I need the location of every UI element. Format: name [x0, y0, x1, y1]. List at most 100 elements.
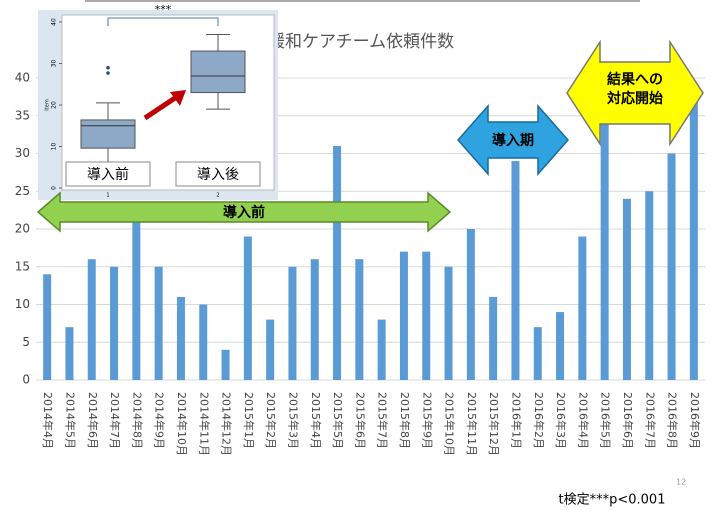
x-tick-label: 2016年7月: [643, 392, 657, 449]
significance-bracket: [107, 17, 219, 26]
bar: [87, 259, 96, 380]
y-tick-label: 25: [15, 184, 30, 198]
x-tick-label: 2015年4月: [309, 392, 323, 449]
y-tick-label: 15: [15, 259, 30, 273]
x-tick-label: 2015年9月: [420, 392, 434, 449]
bar: [399, 251, 408, 380]
bar: [511, 161, 520, 380]
bar: [243, 236, 252, 380]
x-tick-label: 2014年7月: [108, 392, 122, 449]
x-tick-label: 2016年5月: [599, 392, 613, 449]
group-label-box: [65, 161, 151, 187]
x-tick-label: 1: [106, 193, 109, 199]
bar: [622, 198, 631, 380]
x-tick-label: 2014年6月: [86, 392, 100, 449]
y-tick-label: 35: [15, 108, 30, 122]
y-tick-label: 30: [15, 146, 30, 160]
bar: [444, 266, 453, 380]
bar: [310, 259, 319, 380]
box: [190, 50, 246, 94]
x-tick-label: 2015年11月: [465, 392, 479, 456]
y-tick-label: 40: [15, 71, 30, 85]
x-tick-label: 2014年11月: [197, 392, 211, 456]
y-tick-label: 10: [15, 297, 30, 311]
bar: [176, 296, 185, 380]
footnote: t検定***p<0.001: [559, 493, 666, 508]
x-tick-label: 2015年1月: [242, 392, 256, 449]
bar: [288, 266, 297, 380]
annotation: 導入前: [223, 204, 265, 221]
bar: [645, 191, 654, 380]
annotation: 導入期: [492, 132, 534, 149]
bar: [199, 304, 208, 380]
bar: [65, 327, 74, 380]
bar: [689, 93, 698, 380]
annotation: 結果への: [607, 71, 663, 88]
chart-title: 緩和ケアチーム依頼件数: [268, 32, 454, 52]
x-tick-label: 2015年5月: [331, 392, 345, 449]
bar: [266, 319, 275, 380]
group-label-box: [175, 161, 261, 187]
x-tick-label: 2015年12月: [487, 392, 501, 456]
bar: [667, 153, 676, 380]
x-tick-label: 2016年4月: [576, 392, 590, 449]
y-tick-label: 5: [22, 335, 30, 349]
x-tick-label: 2014年10月: [175, 392, 189, 456]
outlier: [106, 71, 110, 75]
x-tick-label: 2015年7月: [376, 392, 390, 449]
x-tick-label: 2016年3月: [554, 392, 568, 449]
bar: [132, 213, 141, 380]
x-tick-label: 2015年8月: [398, 392, 412, 449]
inset-boxplot: 0 10 20 30 40 Item 1 導入前 2 導入後 ***: [38, 3, 278, 200]
outlier: [106, 65, 110, 70]
x-tick-label: 2016年2月: [532, 392, 546, 449]
bar: [43, 274, 52, 380]
x-tick-label: 2016年8月: [666, 392, 680, 449]
bar: [489, 296, 498, 380]
x-tick-label: 2014年8月: [130, 392, 144, 449]
group-label: 導入後: [197, 167, 239, 183]
bar: [578, 236, 587, 380]
group-label: 導入前: [87, 166, 129, 183]
page-number: 12: [676, 478, 686, 487]
y-tick-label: 10: [51, 143, 58, 151]
bar: [333, 145, 342, 380]
significance-label: ***: [155, 3, 172, 16]
arrow-pre: [36, 191, 452, 233]
arrow-intro: [456, 104, 570, 176]
y-tick-label: 30: [51, 60, 58, 68]
y-tick-label: 0: [51, 186, 58, 190]
x-tick-label: 2014年5月: [63, 392, 77, 449]
bar: [600, 123, 609, 381]
x-tick-label: 2014年12月: [220, 392, 234, 456]
x-tick-label: 2014年9月: [153, 392, 167, 449]
x-tick-label: 2016年1月: [509, 392, 523, 449]
x-tick-label: 2015年10月: [443, 392, 457, 456]
x-tick-label: 2: [216, 193, 219, 199]
x-tick-label: 2016年6月: [621, 392, 635, 449]
x-tick-label: 2015年3月: [286, 392, 300, 449]
y-axis-label: Item: [45, 99, 51, 111]
bar: [533, 327, 542, 380]
x-tick-label: 2014年4月: [41, 392, 55, 449]
bar: [377, 319, 386, 380]
y-tick-label: 40: [51, 18, 58, 26]
box: [80, 119, 136, 149]
bar: [154, 266, 163, 380]
bar: [422, 251, 431, 380]
x-tick-label: 2015年6月: [353, 392, 367, 449]
arrow-result: [566, 39, 704, 147]
y-tick-label: 20: [15, 222, 30, 236]
bar: [556, 312, 565, 380]
trend-arrow: [143, 93, 180, 121]
y-tick-label: 20: [51, 101, 58, 109]
y-tick-label: 0: [22, 373, 30, 387]
bar: [221, 349, 230, 380]
bar: [355, 259, 364, 380]
x-tick-label: 2015年2月: [264, 392, 278, 449]
bar: [466, 229, 475, 380]
trend-arrow-head: [170, 90, 186, 106]
bar: [110, 266, 119, 380]
